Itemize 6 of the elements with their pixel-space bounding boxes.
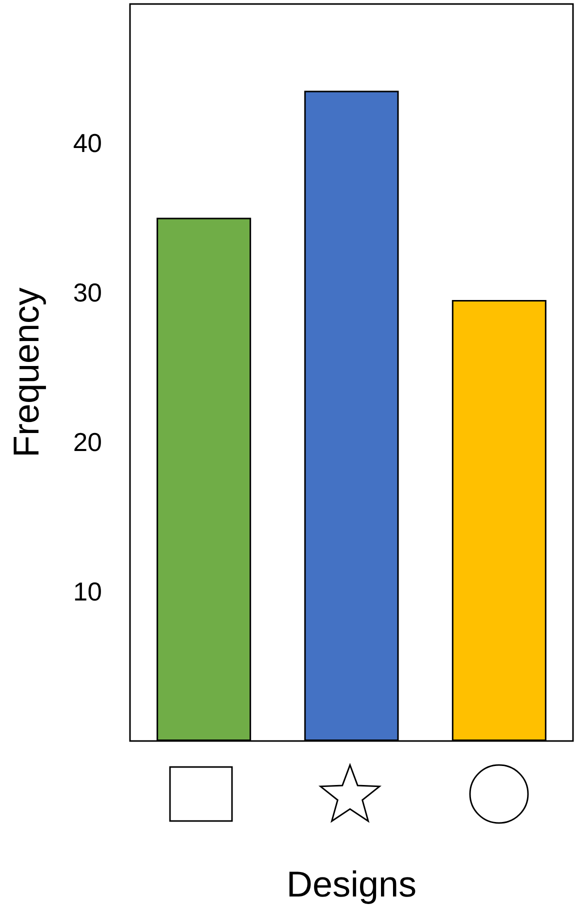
y-tick-label: 40 (73, 128, 102, 158)
x-axis-title: Designs (286, 864, 417, 904)
y-tick-label: 30 (73, 278, 102, 308)
y-axis-title: Frequency (6, 287, 46, 458)
y-tick-label: 10 (73, 576, 102, 607)
y-tick-label: 20 (73, 427, 102, 458)
